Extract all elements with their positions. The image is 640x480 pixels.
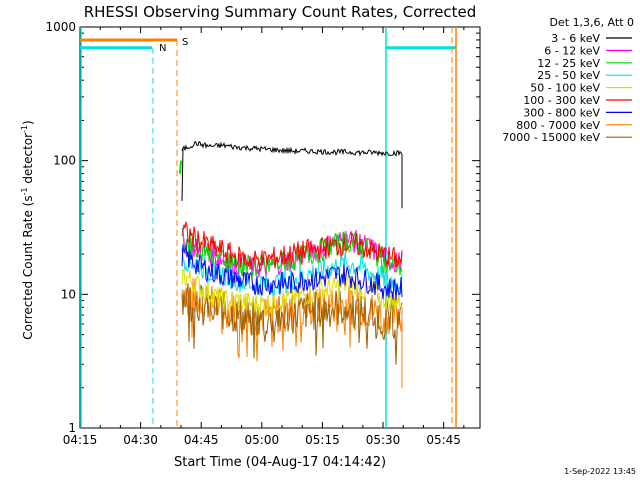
legend-label-6: 100 - 300 keV bbox=[523, 94, 600, 107]
x-tick-label: 05:45 bbox=[426, 433, 461, 447]
y-axis-label-sup2: -1 bbox=[20, 125, 29, 133]
y-tick-label: 100 bbox=[53, 154, 76, 168]
series-onset-green bbox=[179, 160, 182, 174]
series-group bbox=[181, 140, 403, 365]
x-tick-label: 04:15 bbox=[63, 433, 98, 447]
plot-area: 04:15 04:30 04:45 05:00 05:15 05:30 05:45 1 10 10… bbox=[45, 20, 481, 447]
y-axis-label-sup: -1 bbox=[20, 187, 29, 195]
chart-title: RHESSI Observing Summary Count Rates, Co… bbox=[84, 3, 477, 21]
x-tick-label: 05:30 bbox=[366, 433, 401, 447]
series-line-1 bbox=[181, 140, 403, 209]
series-line-6 bbox=[181, 221, 403, 273]
x-tick-label: 05:00 bbox=[245, 433, 280, 447]
x-tick-label: 04:45 bbox=[184, 433, 219, 447]
legend-label-4: 25 - 50 keV bbox=[537, 69, 600, 82]
plot-frame bbox=[79, 26, 481, 429]
legend-label-2: 6 - 12 keV bbox=[544, 44, 600, 57]
y-axis-label-close: ) bbox=[21, 120, 35, 125]
x-tick-label: 05:15 bbox=[305, 433, 340, 447]
x-axis-label: Start Time (04-Aug-17 04:14:42) bbox=[174, 455, 386, 470]
legend-title: Det 1,3,6, Att 0 bbox=[550, 16, 634, 29]
series-line-7 bbox=[181, 244, 403, 300]
night-marker-label: N bbox=[159, 43, 166, 54]
legend-label-1: 3 - 6 keV bbox=[551, 32, 600, 45]
legend-label-9: 7000 - 15000 keV bbox=[502, 131, 600, 144]
series-line-2 bbox=[181, 229, 403, 278]
x-tick-label: 04:30 bbox=[123, 433, 158, 447]
saa-marker-label: S bbox=[182, 37, 188, 48]
y-tick-label: 1000 bbox=[45, 20, 76, 34]
legend-label-5: 50 - 100 keV bbox=[530, 82, 600, 95]
footer-timestamp: 1-Sep-2022 13:45 bbox=[564, 467, 636, 476]
y-axis-label: Corrected Count Rate (s-1 detector-1) bbox=[20, 120, 35, 339]
y-tick-label: 1 bbox=[68, 421, 76, 435]
y-axis-label-tail: detector bbox=[21, 133, 35, 188]
legend-label-7: 300 - 800 keV bbox=[523, 106, 600, 119]
legend-label-8: 800 - 7000 keV bbox=[516, 119, 600, 132]
legend-label-3: 12 - 25 keV bbox=[537, 57, 600, 70]
y-tick-label: 10 bbox=[61, 287, 76, 301]
y-axis-label-main: Corrected Count Rate (s bbox=[21, 195, 35, 339]
